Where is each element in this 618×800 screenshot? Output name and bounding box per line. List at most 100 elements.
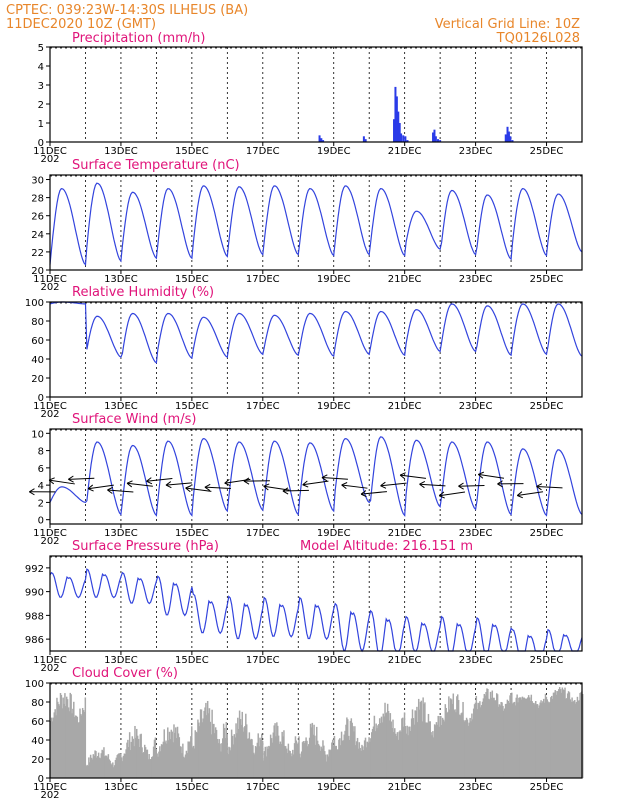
- cloud-cover-bar: [128, 732, 131, 778]
- cloud-cover-xtick-label: 19DEC: [317, 782, 351, 793]
- cloud-cover-bar: [298, 736, 300, 778]
- cloud-cover-bar: [441, 724, 443, 778]
- wind-arrow: [360, 490, 387, 498]
- cloud-cover-bar: [538, 705, 541, 778]
- cloud-cover-bar: [229, 747, 231, 778]
- cloud-cover-bar: [230, 729, 233, 778]
- temperature-ytick-label: 28: [31, 194, 44, 205]
- precipitation-bar: [406, 140, 409, 142]
- precipitation-ytick-label: 5: [38, 43, 44, 54]
- pressure-xtick-label: 25DEC: [530, 655, 564, 666]
- temperature-panel: 20 22 24 26 28 30 11DEC 13DEC 15DEC 17DEC 19DEC 21D…: [31, 158, 583, 293]
- cloud-cover-bar: [402, 717, 404, 778]
- pressure-xtick-label: 17DEC: [246, 655, 280, 666]
- cloud-cover-bar: [378, 724, 380, 778]
- cloud-cover-bar: [307, 746, 309, 778]
- cloud-cover-bar: [193, 748, 196, 778]
- cloud-cover-bar: [474, 702, 477, 778]
- cloud-cover-bar: [557, 691, 559, 778]
- humidity-xtick-label: 15DEC: [175, 401, 209, 412]
- cloud-cover-bar: [192, 745, 195, 778]
- humidity-ytick-label: 100: [25, 298, 44, 309]
- cloud-cover-bar: [341, 740, 344, 778]
- pressure-panel: 986 988 990 992 11DEC 13DEC 15DEC 17DEC 19DEC 21D…: [25, 539, 583, 674]
- cloud-cover-bar: [90, 757, 93, 778]
- cloud-cover-bar: [492, 697, 494, 778]
- cloud-cover-bar: [499, 705, 502, 778]
- cloud-cover-bar: [266, 746, 268, 778]
- cloud-cover-bar: [227, 754, 229, 778]
- cloud-cover-bar: [190, 726, 193, 778]
- cloud-cover-bar: [428, 721, 431, 778]
- pressure-xtick-label: 19DEC: [317, 655, 351, 666]
- cloud-cover-bar: [363, 740, 366, 778]
- cloud-cover-bar: [302, 741, 305, 778]
- cloud-cover-bar: [103, 747, 105, 778]
- cloud-cover-bar: [453, 710, 455, 778]
- cloud-cover-bar: [133, 746, 135, 778]
- cloud-cover-bar: [314, 735, 316, 778]
- cloud-cover-bar: [501, 702, 503, 778]
- cloud-cover-bar: [200, 709, 203, 778]
- cloud-cover-bar: [246, 738, 249, 778]
- cloud-cover-xtick-label: 21DEC: [388, 782, 422, 793]
- pressure-ytick-label: 992: [25, 564, 44, 575]
- wind-xtick-label: 17DEC: [246, 528, 280, 539]
- wind-xtick-label: 21DEC: [388, 528, 422, 539]
- cloud-cover-bar: [183, 757, 186, 778]
- cloud-cover-bar: [374, 731, 377, 778]
- cloud-cover-bar: [148, 754, 150, 778]
- cloud-cover-ytick-label: 20: [31, 755, 44, 766]
- cloud-cover-bar: [76, 716, 79, 778]
- cloud-cover-bar: [366, 741, 369, 778]
- cloud-cover-bar: [469, 717, 471, 778]
- wind-xtick-label: 25DEC: [530, 528, 564, 539]
- temperature-ytick-label: 24: [31, 230, 44, 241]
- cloud-cover-panel: 0 20 40 60 80 100 11DEC 13DEC 15DEC 17DEC 19DEC 21D…: [25, 666, 584, 800]
- cloud-cover-bar: [340, 731, 343, 778]
- cloud-cover-bar: [386, 712, 388, 778]
- cloud-cover-bar: [96, 757, 98, 778]
- header-source-line: CPTEC: 039:23W-14:30S ILHEUS (BA): [6, 3, 248, 18]
- cloud-cover-bar: [117, 753, 119, 778]
- cloud-cover-bar: [164, 742, 166, 778]
- cloud-cover-bar: [166, 743, 168, 778]
- cloud-cover-bar: [279, 741, 282, 778]
- cloud-cover-bar: [162, 741, 165, 778]
- cloud-cover-bar: [69, 692, 71, 778]
- cloud-cover-bar: [286, 753, 289, 778]
- cloud-cover-bar: [99, 758, 102, 778]
- cloud-cover-bar: [415, 710, 417, 778]
- cloud-cover-bar: [353, 731, 355, 778]
- precipitation-bar: [434, 136, 437, 142]
- cloud-cover-bar: [151, 756, 153, 778]
- temperature-ytick-label: 20: [31, 266, 44, 277]
- cloud-cover-bar: [384, 702, 386, 778]
- cloud-cover-bar: [54, 709, 56, 778]
- cloud-cover-bar: [431, 735, 433, 778]
- cloud-cover-bar: [223, 728, 226, 778]
- wind-arrow: [516, 491, 544, 499]
- cloud-cover-bar: [102, 750, 104, 778]
- cloud-cover-bar: [178, 737, 181, 778]
- cloud-cover-bar: [448, 696, 450, 778]
- cloud-cover-bar: [211, 709, 213, 778]
- cloud-cover-bar: [114, 759, 117, 778]
- cloud-cover-bar: [334, 746, 337, 778]
- cloud-cover-bar: [86, 764, 88, 778]
- cloud-cover-bar: [555, 694, 557, 778]
- cloud-cover-bar: [182, 743, 184, 778]
- cloud-cover-bar: [82, 710, 85, 778]
- cloud-cover-bar: [247, 738, 250, 778]
- cloud-cover-bar: [464, 721, 466, 778]
- cloud-cover-bar: [91, 759, 94, 778]
- cloud-cover-bar: [563, 690, 565, 778]
- cloud-cover-bar: [226, 733, 228, 778]
- cloud-cover-bar: [577, 700, 580, 778]
- cloud-cover-bar: [359, 747, 361, 778]
- cloud-cover-bar: [549, 701, 551, 778]
- cloud-cover-bar: [92, 754, 95, 778]
- cloud-cover-bar: [221, 743, 223, 778]
- cloud-cover-bar: [288, 750, 290, 778]
- cloud-cover-bar: [554, 690, 556, 778]
